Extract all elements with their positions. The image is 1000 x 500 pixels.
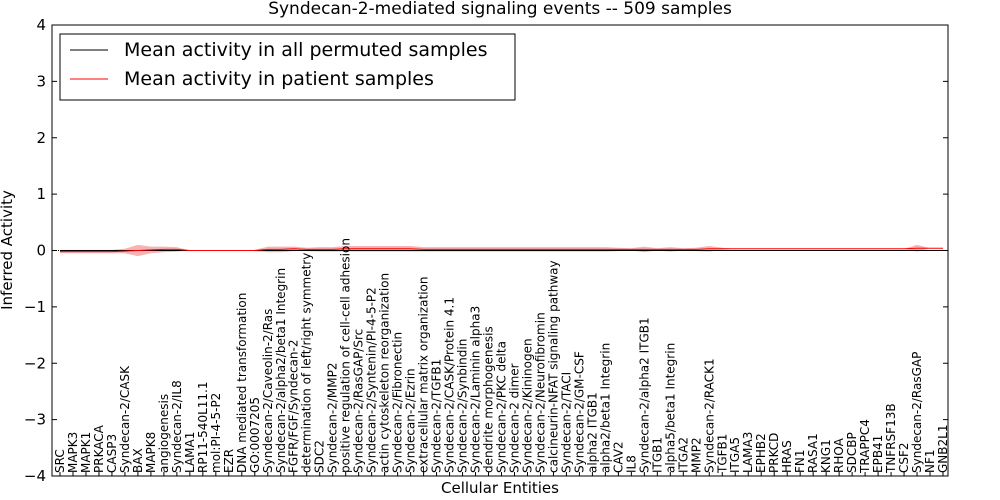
x-tick-label: TRAPPC4 xyxy=(858,419,872,474)
x-tick-label: SRC xyxy=(53,449,67,473)
x-tick-label: HRAS xyxy=(780,440,794,473)
x-tick-label: Syndecan-2/MMP2 xyxy=(326,363,340,473)
x-tick-label: Syndecan-2/Kininogen xyxy=(521,338,535,473)
x-tick-label: SDC2 xyxy=(313,440,327,473)
x-tick-label: Syndecan-2/RasGAP/Src xyxy=(352,329,366,473)
x-tick-label: CAV2 xyxy=(611,441,625,473)
y-tick-label: 1 xyxy=(36,185,46,203)
x-tick-label: Syndecan-2/Ezrin xyxy=(404,368,418,473)
y-tick-label: −4 xyxy=(24,467,46,485)
y-tick-label: 3 xyxy=(36,72,46,90)
x-tick-label: Syndecan-2/Syntenin/PI-4-5-P2 xyxy=(365,287,379,473)
x-tick-label: ITGB1 xyxy=(650,437,664,473)
x-tick-label: FGFR/FGF/Syndecan-2 xyxy=(287,340,301,473)
x-tick-label: Syndecan-2/Fibronectin xyxy=(391,332,405,473)
x-tick-label: determination of left/right symmetry xyxy=(300,253,314,473)
legend: Mean activity in all permuted samples Mea… xyxy=(59,33,516,101)
y-tick-label: 2 xyxy=(36,129,46,147)
x-tick-label: Syndecan-2/alpha2/beta1 Integrin xyxy=(274,268,288,473)
x-tick-label: Syndecan-2/Neurofibromin xyxy=(534,312,548,473)
x-tick-label: TNFRSF13B xyxy=(884,403,898,474)
x-tick-label: EPHB2 xyxy=(754,433,768,473)
legend-entry-label: Mean activity in all permuted samples xyxy=(124,39,487,61)
x-tick-label: Syndecan-2/Caveolin-2/Ras xyxy=(261,309,275,473)
x-tick-label: MMP2 xyxy=(689,437,703,473)
legend-box xyxy=(59,33,516,101)
x-tick-label: Syndecan-2/CASK/Protein 4.1 xyxy=(443,297,457,473)
x-tick-label: extracellular matrix organization xyxy=(417,277,431,474)
x-tick-label: alpha5/beta1 Integrin xyxy=(663,343,677,473)
x-tick-label: Syndecan-2/GM-CSF xyxy=(572,351,586,473)
x-tick-label: Syndecan-2/CASK xyxy=(118,365,132,473)
x-tick-label: Syndecan-2/PKC delta xyxy=(495,341,509,473)
x-tick-label: BAX xyxy=(131,448,145,473)
x-tick-label: MAPK1 xyxy=(79,432,93,473)
x-tick-label: GNB2L1 xyxy=(936,425,950,473)
x-tick-label: Syndecan-2/RasGAP xyxy=(910,352,924,473)
x-tick-label: ITGA5 xyxy=(728,437,742,473)
legend-entry-label: Mean activity in patient samples xyxy=(124,68,434,90)
x-tick-label: DNA mediated transformation xyxy=(235,293,249,473)
x-tick-label: IL8 xyxy=(624,455,638,473)
x-tick-label: Syndecan-2 dimer xyxy=(508,363,522,473)
y-tick-label: 0 xyxy=(36,242,46,260)
x-tick-label: Syndecan-2/RACK1 xyxy=(702,358,716,473)
x-tick-label: CSF2 xyxy=(897,442,911,473)
y-tick-label: −3 xyxy=(24,411,46,429)
x-tick-label: NF1 xyxy=(923,449,937,473)
x-tick-label: RP11-540L11.1 xyxy=(196,382,210,473)
x-tick-label: ITGA2 xyxy=(676,437,690,473)
chart-title: Syndecan-2-mediated signaling events -- … xyxy=(268,0,732,19)
x-tick-label: EZR xyxy=(222,449,236,473)
x-tick-label: PRKACA xyxy=(92,424,106,473)
x-tick-label: PRKCD xyxy=(767,433,781,473)
x-tick-label: Syndecan-2/TGFB1 xyxy=(430,359,444,473)
x-tick-label: CASP3 xyxy=(105,434,119,473)
x-tick-label: Syndecan-2/TACI xyxy=(559,372,573,473)
x-tick-label: EPB41 xyxy=(871,435,885,473)
x-tick-label: RHOA xyxy=(832,437,846,473)
x-tick-label: alpha2 ITGB1 xyxy=(585,392,599,473)
x-tick-label: alpha2/beta1 Integrin xyxy=(598,343,612,473)
x-tick-label: Syndecan-2/alpha2 ITGB1 xyxy=(637,317,651,473)
x-tick-label: mol:PI-4-5-P2 xyxy=(209,393,223,473)
x-tick-label: RASA1 xyxy=(806,433,820,473)
x-axis-label: Cellular Entities xyxy=(441,479,559,497)
x-tick-label: angiogenesis xyxy=(157,394,171,473)
x-tick-label: TGFB1 xyxy=(715,434,729,474)
x-tick-label: MAPK8 xyxy=(144,432,158,473)
x-tick-label: dendrite morphogenesis xyxy=(482,326,496,473)
x-tick-label: FN1 xyxy=(793,449,807,473)
y-tick-label: 4 xyxy=(36,16,46,34)
y-tick-label: −1 xyxy=(24,298,46,316)
x-tick-label: Syndecan-2/Synbindin xyxy=(456,339,470,473)
x-tick-label: KNG1 xyxy=(819,439,833,473)
x-tick-label: SDCBP xyxy=(845,432,859,473)
x-tick-label: Syndecan-2/Laminin alpha3 xyxy=(469,306,483,473)
x-tick-label: MAPK3 xyxy=(66,432,80,473)
x-tick-label: Syndecan-2/IL8 xyxy=(170,380,184,473)
x-tick-label: LAMA3 xyxy=(741,432,755,473)
x-tick-label: positive regulation of cell-cell adhesio… xyxy=(339,238,353,473)
x-tick-label: LAMA1 xyxy=(183,432,197,473)
y-tick-label: −2 xyxy=(24,354,46,372)
x-tick-label: calcineurin-NFAT signaling pathway xyxy=(546,260,560,473)
y-axis-label: Inferred Activity xyxy=(0,190,16,310)
x-tick-label: actin cytoskeleton reorganization xyxy=(378,273,392,473)
x-tick-label: GO:0007205 xyxy=(248,397,262,473)
series-line-patient xyxy=(60,247,943,253)
